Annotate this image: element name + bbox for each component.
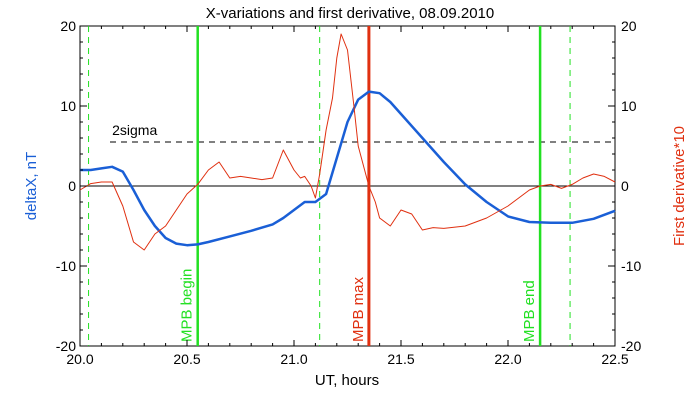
- y-tick-label-right-1: -10: [621, 258, 641, 274]
- y-axis-label-left: deltaX, nT: [23, 152, 40, 220]
- y-tick-label-right-2: 0: [621, 178, 629, 194]
- series-line-0: [80, 90, 616, 247]
- x-tick-label-5: 22.5: [601, 351, 628, 367]
- x-tick-label-1: 20.5: [173, 351, 200, 367]
- y-tick-label-left-1: -10: [56, 258, 76, 274]
- x-tick-label-4: 22.0: [494, 351, 521, 367]
- y-tick-label-left-3: 10: [60, 98, 76, 114]
- x-tick-label-2: 21.0: [280, 351, 307, 367]
- x-tick-label-3: 21.5: [387, 351, 414, 367]
- marker-label-2: MPB end: [521, 280, 538, 342]
- x-axis-label: UT, hours: [315, 372, 379, 389]
- y-tick-label-right-3: 10: [621, 98, 637, 114]
- marker-label-0: MPB begin: [179, 269, 196, 342]
- marker-label-1: MPB max: [350, 276, 367, 342]
- y-tick-label-left-4: 20: [60, 18, 76, 34]
- y-tick-label-right-4: 20: [621, 18, 637, 34]
- y-tick-label-left-0: -20: [56, 338, 76, 354]
- y-tick-label-right-0: -20: [621, 338, 641, 354]
- x-tick-label-0: 20.0: [66, 351, 93, 367]
- series-line-1: [79, 33, 616, 251]
- y-axis-label-right: First derivative*10: [671, 126, 688, 246]
- chart-title: X-variations and first derivative, 08.09…: [206, 5, 495, 22]
- y-tick-label-left-2: 0: [68, 178, 76, 194]
- threshold-label: 2sigma: [112, 122, 157, 138]
